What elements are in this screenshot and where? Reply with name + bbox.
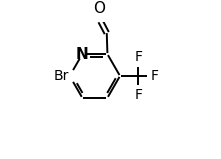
Text: N: N (76, 47, 89, 62)
Text: F: F (150, 69, 158, 83)
Text: Br: Br (54, 69, 69, 83)
Text: F: F (134, 50, 142, 64)
Text: O: O (93, 1, 105, 16)
Text: F: F (134, 88, 142, 102)
